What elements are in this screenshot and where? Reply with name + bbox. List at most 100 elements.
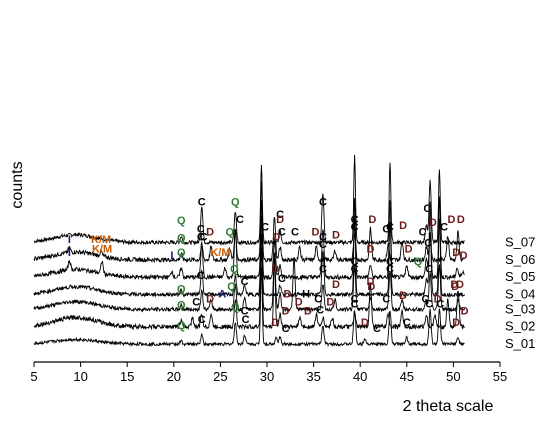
annotation-C-93: C: [403, 317, 411, 329]
annotation-D-47: D: [460, 250, 468, 262]
annotation-D-24: D: [368, 214, 376, 226]
x-tick-label-20: 20: [167, 369, 181, 384]
trace-S_03: [33, 233, 466, 313]
annotation-C-75: C: [351, 293, 359, 305]
annotation-C-79: C: [421, 293, 429, 305]
annotation-D-20: D: [311, 226, 319, 238]
annotation-C-94: C: [425, 298, 433, 310]
annotation-D-80: D: [434, 293, 442, 305]
annotation-Q-48: Q: [177, 284, 186, 296]
series-label-S_04: S_04: [505, 286, 535, 301]
annotation-C-66: C: [192, 296, 200, 308]
annotation-C-86: C: [242, 314, 250, 326]
annotation-C-8: C: [423, 203, 431, 215]
annotation-D-26: D: [399, 220, 407, 232]
annotation-C-19: C: [291, 226, 299, 238]
annotation-C-73: C: [314, 293, 322, 305]
annotation-C-5: C: [319, 197, 327, 209]
annotation-C-13: C: [197, 223, 205, 235]
annotation-C-69: C: [241, 306, 249, 318]
annotation-C-27: C: [419, 226, 427, 238]
annotation-I-33: I: [170, 250, 173, 262]
annotation-C-77: C: [382, 293, 390, 305]
annotation-C-40: C: [351, 256, 359, 268]
annotation-C-6: C: [351, 221, 359, 233]
annotation-D-74: D: [326, 296, 334, 308]
trace-S_07: [33, 154, 465, 246]
series-label-S_01: S_01: [505, 336, 535, 351]
annotation-D-60: D: [366, 276, 374, 288]
annotation-D-52: D: [271, 264, 279, 276]
x-tick-label-45: 45: [400, 369, 414, 384]
x-tick-label-10: 10: [73, 369, 87, 384]
annotation-D-91: D: [361, 317, 369, 329]
x-tick-label-25: 25: [213, 369, 227, 384]
annotation-D-38: D: [272, 231, 280, 243]
trace-S_02: [33, 247, 465, 331]
annotation-C-18: C: [278, 226, 286, 238]
series-label-S_03: S_03: [505, 301, 535, 316]
annotation-C-62: C: [425, 264, 433, 276]
annotation-D-67: D: [206, 293, 214, 305]
annotation-Q-2: Q: [231, 197, 240, 209]
annotation-C-89: C: [316, 304, 324, 316]
annotation-C-0: C: [261, 221, 269, 233]
annotation-Q-83: Q: [177, 320, 186, 332]
annotation-D-82: D: [461, 306, 469, 318]
y-axis-title: counts: [9, 161, 26, 208]
annotation-KM-36: K/M: [210, 247, 230, 259]
annotation-Q-65: Q: [177, 300, 186, 312]
annotation-A-55: A: [218, 288, 226, 300]
annotation-C-61: C: [386, 264, 394, 276]
annotation-C-25: C: [382, 223, 390, 235]
annotation-D-70: D: [282, 306, 290, 318]
series-label-S_06: S_06: [505, 252, 535, 267]
x-axis-title: 2 theta scale: [403, 398, 494, 415]
annotation-D-87: D: [271, 317, 279, 329]
annotation-KM-32: K/M: [92, 244, 112, 256]
x-tick-label-30: 30: [260, 369, 274, 384]
annotation-Q-85: Q: [231, 301, 240, 313]
annotation-C-57: C: [319, 264, 327, 276]
annotation-C-45: C: [424, 238, 432, 250]
annotation-D-81: D: [451, 281, 459, 293]
annotation-D-76: D: [367, 281, 375, 293]
annotation-D-64: D: [456, 279, 464, 291]
x-tick-label-35: 35: [306, 369, 320, 384]
annotation-C-92: C: [373, 323, 381, 335]
annotation-C-16: C: [236, 214, 244, 226]
annotation-C-39: C: [319, 231, 327, 243]
annotation-C-42: C: [386, 256, 394, 268]
annotation-Q-34: Q: [177, 247, 186, 259]
annotation-D-17: D: [276, 214, 284, 226]
annotation-D-41: D: [366, 244, 374, 256]
annotation-C-1: C: [198, 197, 206, 209]
annotation-C-4: C: [276, 209, 284, 221]
annotation-D-63: D: [450, 279, 458, 291]
trace-S_05: [33, 196, 465, 281]
annotation-C-90: C: [351, 298, 359, 310]
annotation-C-53: C: [278, 273, 286, 285]
series-label-S_05: S_05: [505, 269, 535, 284]
annotation-C-49: C: [197, 270, 205, 282]
annotation-D-14: D: [206, 226, 214, 238]
series-label-S_07: S_07: [505, 234, 535, 249]
annotation-D-58: D: [332, 279, 340, 291]
series-labels: S_07 S_06 S_05 S_04S_03 S_02 S_01: [505, 234, 535, 351]
trace-S_06: [33, 180, 465, 264]
annotation-C-37: C: [200, 231, 208, 243]
annotation-Q-50: Q: [230, 264, 239, 276]
annotation-C-59: C: [351, 264, 359, 276]
x-tick-label-15: 15: [120, 369, 134, 384]
annotation-C-84: C: [198, 314, 206, 326]
annotation-D-54: D: [284, 288, 292, 300]
trace-S_01: [33, 267, 465, 348]
trace-S_04: [33, 215, 465, 299]
annotation-Q-44: Q: [414, 256, 423, 268]
annotation-D-72: D: [304, 306, 312, 318]
annotation-D-30: D: [457, 214, 465, 226]
annotation-D-22: D: [332, 229, 340, 241]
series-traces: [33, 154, 466, 348]
